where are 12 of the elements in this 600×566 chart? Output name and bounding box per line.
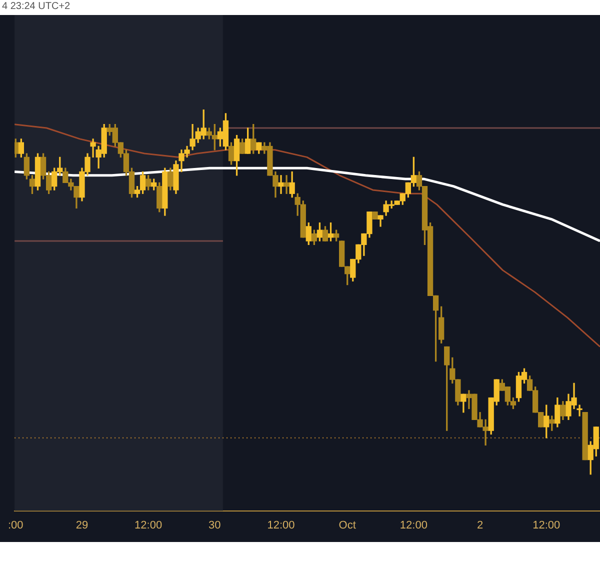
x-tick-label: 12:00	[134, 519, 162, 532]
x-tick-label: 2	[476, 519, 484, 532]
x-tick-label: 12:00	[267, 519, 295, 532]
candlestick	[372, 212, 378, 220]
x-tick-label: :00	[8, 519, 24, 532]
candlestick	[582, 412, 588, 460]
x-tick-label: 12:00	[400, 519, 428, 532]
x-tick-label: Oct	[338, 519, 356, 532]
x-tick-label: 30	[208, 519, 221, 532]
x-tick-label: 29	[76, 519, 88, 532]
x-tick-label: 12:00	[532, 519, 560, 532]
text: 4 23:24 UTC+2	[2, 1, 70, 12]
